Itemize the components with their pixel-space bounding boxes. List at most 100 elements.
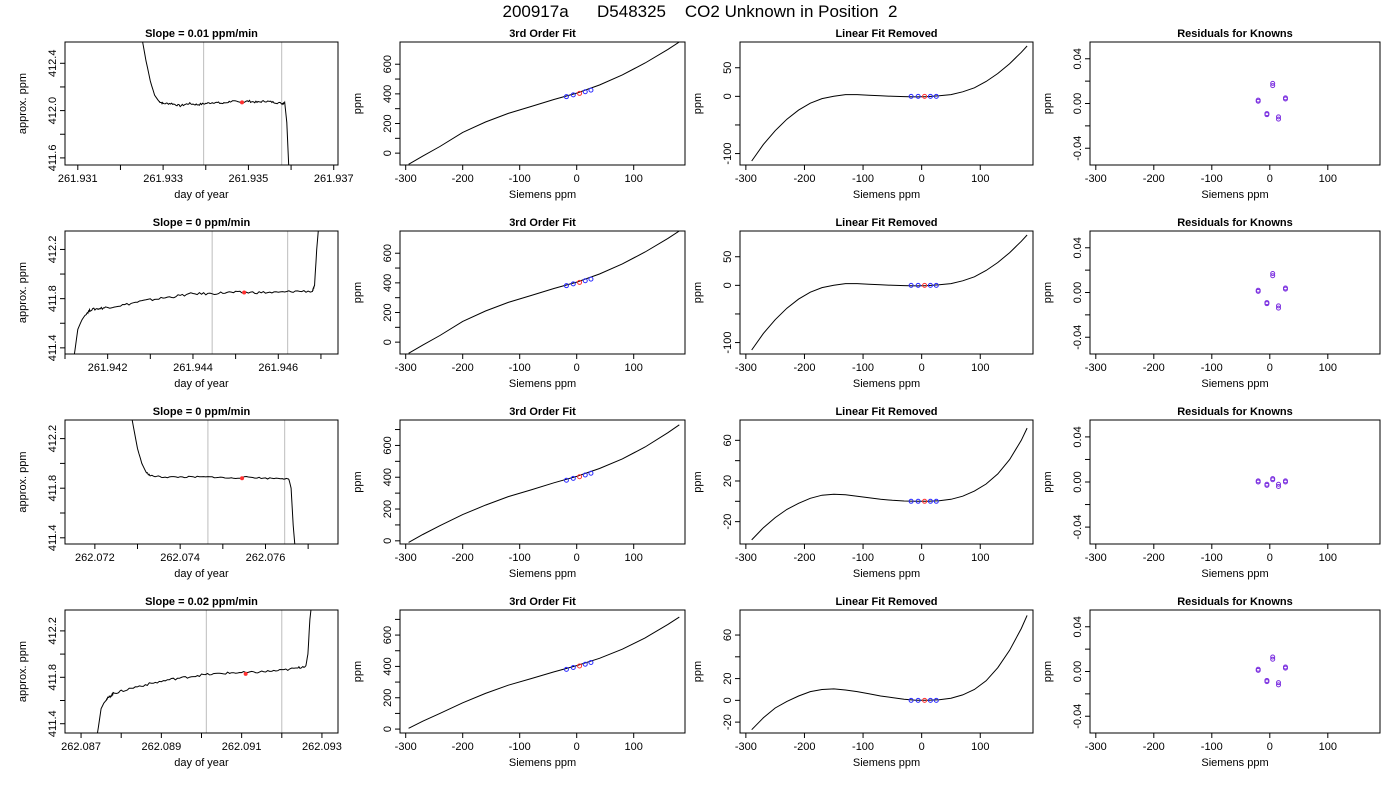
data-point (1282, 95, 1288, 101)
x-tick-label: 0 (574, 741, 580, 753)
data-point (927, 498, 933, 504)
page-title: 200917a D548325 CO2 Unknown in Position … (502, 2, 898, 21)
data-point (1276, 116, 1281, 122)
data-trace (142, 42, 290, 165)
y-axis-label: ppm (692, 471, 704, 492)
x-tick-label: -300 (395, 552, 417, 564)
y-axis-label: ppm (692, 661, 704, 682)
plot-frame (399, 609, 686, 734)
x-axis-label: Siemens ppm (1201, 378, 1268, 390)
data-point (582, 278, 588, 284)
panel-r0c3: Residuals for Knowns -300 -200 -100 0 100 -0.0… (1042, 28, 1381, 201)
fit-curve (751, 234, 1028, 351)
panel-title: 3rd Order Fit (509, 217, 576, 229)
data-point (563, 283, 569, 289)
plot-frame (1089, 230, 1381, 355)
plot-frame (739, 41, 1034, 166)
x-tick-label: 261.937 (314, 173, 354, 185)
y-tick-label: 0.00 (1072, 282, 1084, 303)
plot-content (408, 42, 680, 165)
plot-frame (1089, 419, 1381, 545)
panel-title: Residuals for Knowns (1177, 596, 1293, 608)
data-point (933, 282, 939, 288)
plot-content (408, 424, 680, 543)
data-point (927, 282, 933, 288)
data-point (1255, 478, 1261, 484)
data-point (915, 498, 921, 504)
x-tick-label: -300 (1085, 552, 1107, 564)
panel-r0c1: 3rd Order Fit -300 -200 -100 0 100 0 200 400 600 S… (352, 28, 686, 201)
x-tick-label: 100 (625, 741, 643, 753)
data-point (1264, 679, 1270, 685)
x-tick-label: 0 (1267, 552, 1273, 564)
x-tick-label: 261.946 (258, 362, 298, 374)
x-tick-label: 100 (1319, 741, 1337, 753)
x-tick-label: -100 (509, 552, 531, 564)
data-point (1255, 97, 1261, 103)
y-axis-label: ppm (352, 661, 364, 682)
data-point (1276, 680, 1281, 686)
data-point (1282, 285, 1288, 291)
plot-content (73, 231, 319, 354)
x-axis-label: Siemens ppm (853, 757, 920, 769)
data-point (1255, 287, 1261, 293)
y-tick-label: 0 (722, 282, 734, 288)
y-tick-label: 20 (722, 475, 734, 487)
plot-content (142, 42, 290, 165)
plot-content (1255, 476, 1288, 490)
x-tick-label: 100 (1319, 552, 1337, 564)
panel-title: Linear Fit Removed (835, 406, 937, 418)
data-point (577, 279, 583, 285)
panel-title: Slope = 0.01 ppm/min (145, 28, 258, 40)
x-axis-label: Siemens ppm (509, 568, 576, 580)
y-tick-label: 0.04 (1072, 237, 1084, 258)
data-point (933, 697, 939, 703)
y-tick-label: -0.04 (1072, 515, 1084, 540)
plot-content (751, 615, 1028, 731)
x-tick-label: 0 (574, 362, 580, 374)
x-axis-label: Siemens ppm (853, 378, 920, 390)
plot-content (131, 420, 296, 544)
y-tick-label: -0.04 (1072, 136, 1084, 161)
fit-curve (408, 616, 680, 729)
data-point (1270, 80, 1276, 86)
x-axis-label: day of year (174, 189, 229, 201)
data-point (1282, 664, 1288, 670)
data-point (1270, 654, 1276, 660)
data-point (915, 282, 921, 288)
x-tick-label: -200 (452, 173, 474, 185)
mean-marker (242, 290, 247, 295)
panel-title: Linear Fit Removed (835, 596, 937, 608)
y-axis-label: ppm (1042, 282, 1054, 303)
y-tick-label: 0.04 (1072, 426, 1084, 447)
x-tick-label: -100 (1201, 173, 1223, 185)
mean-marker (240, 476, 245, 481)
x-tick-label: 262.091 (222, 741, 262, 753)
plot-frame (739, 230, 1034, 355)
plot-content (751, 427, 1028, 541)
x-tick-label: 262.087 (61, 741, 101, 753)
y-tick-label: 50 (722, 251, 734, 263)
plot-content (751, 234, 1028, 351)
y-tick-label: -20 (722, 714, 734, 730)
data-point (1276, 303, 1281, 309)
plot-content (408, 616, 680, 729)
x-tick-label: 261.944 (173, 362, 213, 374)
fit-curve (751, 45, 1028, 162)
y-tick-label: 600 (382, 244, 394, 262)
fit-curve (408, 424, 680, 543)
data-point (588, 276, 594, 282)
data-point (577, 90, 583, 96)
panel-title: Slope = 0 ppm/min (153, 406, 251, 418)
x-tick-label: 261.931 (58, 173, 98, 185)
data-point (908, 697, 914, 703)
y-axis-label: ppm (352, 282, 364, 303)
plot-frame (739, 609, 1034, 734)
x-tick-label: -100 (509, 741, 531, 753)
plot-frame (64, 230, 339, 355)
x-tick-label: 100 (625, 362, 643, 374)
data-point (927, 93, 933, 99)
y-tick-label: 0 (382, 726, 394, 732)
y-tick-label: 50 (722, 62, 734, 74)
